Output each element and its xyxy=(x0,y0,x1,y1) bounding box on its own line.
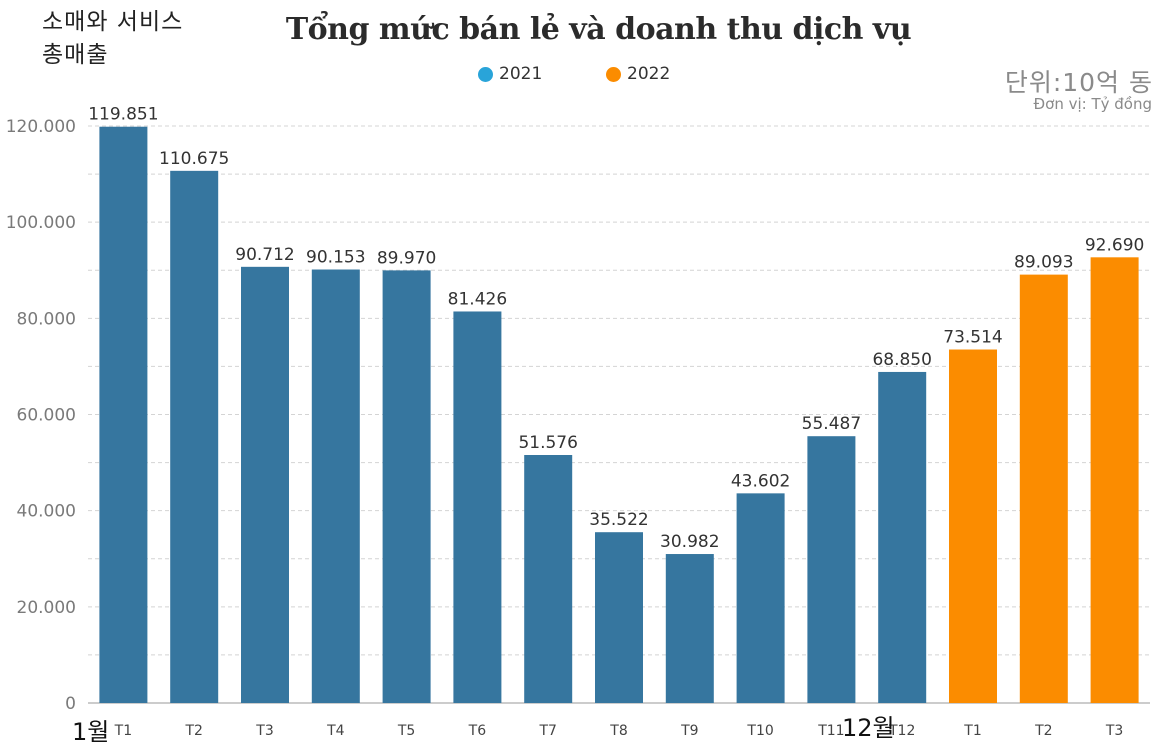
bar xyxy=(99,126,148,704)
bar xyxy=(453,311,502,703)
data-label: 30.982 xyxy=(660,532,719,552)
bar xyxy=(1019,274,1068,703)
bar xyxy=(170,170,219,703)
data-label: 92.690 xyxy=(1085,235,1144,255)
y-tick-label: 60.000 xyxy=(17,406,76,426)
data-label: 110.675 xyxy=(159,149,229,169)
y-tick-label: 100.000 xyxy=(6,213,76,233)
bar xyxy=(524,455,573,703)
korean-overlay-line1: 소매와 서비스 xyxy=(42,9,184,35)
x-tick-label: T1 xyxy=(114,723,132,739)
bar xyxy=(241,266,289,703)
data-label: 55.487 xyxy=(802,414,861,434)
x-tick-label: T10 xyxy=(746,723,773,739)
chart-legend: 2021 2022 xyxy=(0,64,1157,86)
y-tick-label: 0 xyxy=(65,694,76,714)
bar xyxy=(878,371,927,703)
legend-dot-2022 xyxy=(606,66,621,82)
bar xyxy=(665,554,714,703)
x-tick-label: T3 xyxy=(255,723,273,739)
data-label: 90.153 xyxy=(306,248,365,268)
month-end-label: 12월 xyxy=(842,714,895,742)
legend-dot-2021 xyxy=(478,66,493,82)
bar xyxy=(949,349,997,703)
legend-label-2022: 2022 xyxy=(627,64,671,84)
x-tick-label: T2 xyxy=(184,723,202,739)
x-tick-label: T3 xyxy=(1105,723,1123,739)
data-label: 90.712 xyxy=(235,245,294,265)
x-tick-label: T9 xyxy=(680,723,698,739)
legend-item-2022: 2022 xyxy=(606,64,670,84)
x-tick-label: T4 xyxy=(326,723,345,739)
korean-overlay-line2: 총매출 xyxy=(42,42,109,68)
legend-label-2021: 2021 xyxy=(499,64,543,84)
x-tick-label: T11 xyxy=(817,723,844,739)
y-tick-label: 120.000 xyxy=(6,117,76,137)
y-tick-label: 40.000 xyxy=(17,502,76,522)
data-label: 81.426 xyxy=(448,289,507,309)
chart-title: Tổng mức bán lẻ và doanh thu dịch vụ xyxy=(285,12,912,47)
unit-label-korean: 단위:10억 동 xyxy=(1004,68,1153,97)
bar xyxy=(1090,257,1139,703)
bar xyxy=(736,493,785,703)
x-tick-label: T1 xyxy=(963,723,981,739)
data-label: 89.093 xyxy=(1014,253,1073,273)
x-tick-label: T8 xyxy=(609,723,627,739)
data-label: 73.514 xyxy=(943,328,1002,348)
x-tick-label: T6 xyxy=(468,723,487,739)
legend-item-2021: 2021 xyxy=(478,64,542,84)
x-tick-label: T7 xyxy=(538,723,556,739)
y-tick-label: 20.000 xyxy=(17,598,76,618)
x-tick-label: T12 xyxy=(888,723,915,739)
data-label: 51.576 xyxy=(518,433,577,453)
month-start-label: 1월 xyxy=(72,718,110,746)
data-label: 35.522 xyxy=(589,510,648,530)
y-tick-label: 80.000 xyxy=(17,309,76,329)
data-label: 89.970 xyxy=(377,248,436,268)
bar xyxy=(807,436,856,703)
data-label: 43.602 xyxy=(731,471,790,491)
data-label: 119.851 xyxy=(88,105,158,125)
korean-overlay-title: 소매와 서비스 총매출 xyxy=(42,6,183,72)
bar xyxy=(382,270,431,703)
unit-label: Đơn vị: Tỷ đồng xyxy=(1033,95,1152,113)
x-tick-label: T5 xyxy=(397,723,415,739)
data-label: 68.850 xyxy=(872,350,931,370)
x-tick-label: T2 xyxy=(1034,723,1052,739)
bar xyxy=(311,269,360,703)
bar xyxy=(595,532,643,703)
